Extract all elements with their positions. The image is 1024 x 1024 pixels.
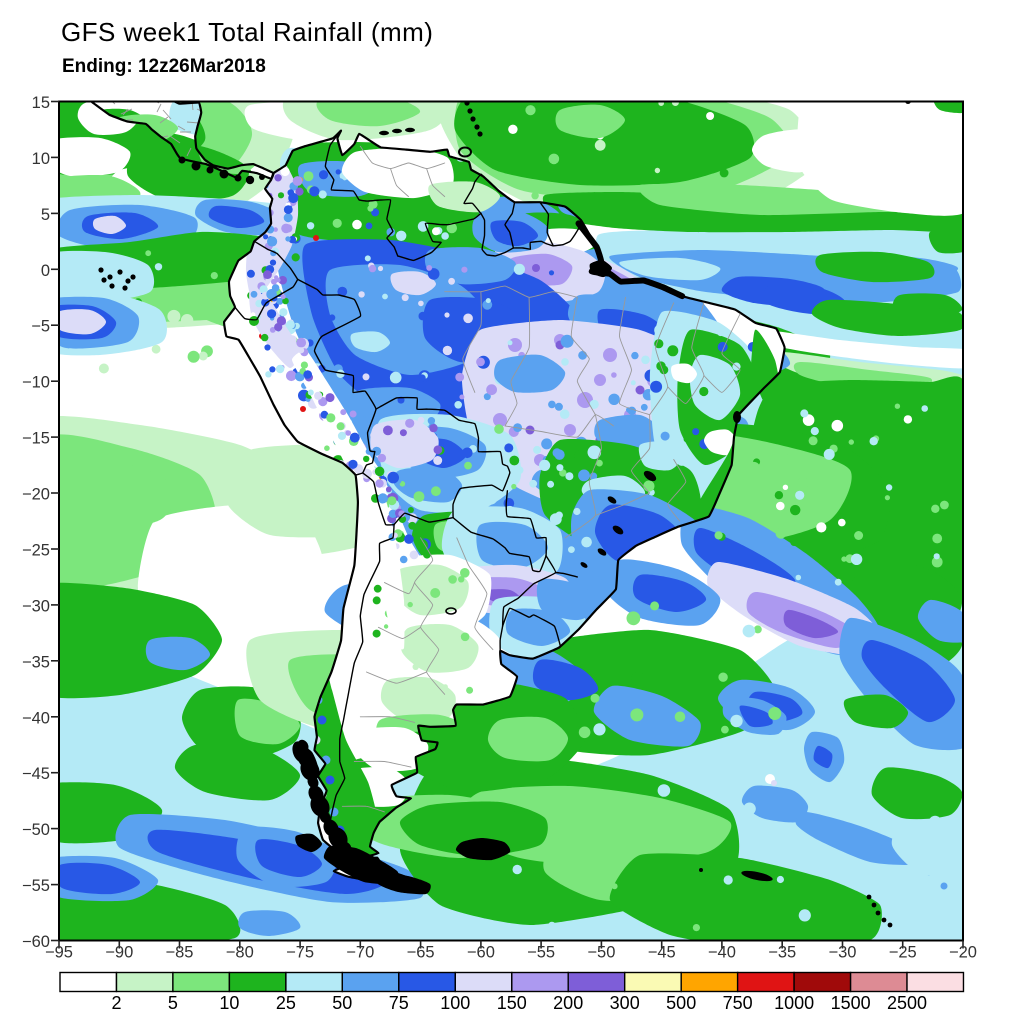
- svg-text:−10: −10: [22, 374, 50, 392]
- svg-text:2500: 2500: [887, 993, 927, 1013]
- svg-text:−75: −75: [286, 944, 314, 962]
- svg-text:−55: −55: [22, 877, 50, 895]
- svg-text:0: 0: [41, 262, 50, 280]
- svg-text:1000: 1000: [774, 993, 814, 1013]
- svg-text:−40: −40: [22, 709, 50, 727]
- svg-text:GFS week1 Total Rainfall (mm): GFS week1 Total Rainfall (mm): [61, 17, 433, 47]
- svg-text:−5: −5: [31, 318, 50, 336]
- svg-text:25: 25: [276, 993, 296, 1013]
- svg-text:−85: −85: [166, 944, 194, 962]
- svg-text:150: 150: [497, 993, 527, 1013]
- svg-text:5: 5: [41, 206, 50, 224]
- svg-text:−25: −25: [889, 944, 917, 962]
- svg-text:10: 10: [219, 993, 239, 1013]
- svg-text:200: 200: [553, 993, 583, 1013]
- svg-text:−90: −90: [105, 944, 133, 962]
- svg-text:−70: −70: [346, 944, 374, 962]
- svg-text:−50: −50: [587, 944, 615, 962]
- svg-text:300: 300: [610, 993, 640, 1013]
- svg-text:−80: −80: [226, 944, 254, 962]
- svg-text:−15: −15: [22, 430, 50, 448]
- svg-text:−35: −35: [22, 653, 50, 671]
- svg-text:−50: −50: [22, 821, 50, 839]
- svg-text:−35: −35: [768, 944, 796, 962]
- svg-text:100: 100: [440, 993, 470, 1013]
- svg-text:5: 5: [168, 993, 178, 1013]
- svg-text:−65: −65: [407, 944, 435, 962]
- svg-text:−60: −60: [467, 944, 495, 962]
- svg-text:Ending: 12z26Mar2018: Ending: 12z26Mar2018: [62, 56, 266, 77]
- svg-text:−20: −20: [22, 486, 50, 504]
- svg-text:50: 50: [332, 993, 352, 1013]
- svg-text:−30: −30: [22, 597, 50, 615]
- svg-text:2: 2: [111, 993, 121, 1013]
- svg-text:−95: −95: [45, 944, 73, 962]
- svg-text:−55: −55: [527, 944, 555, 962]
- svg-text:−45: −45: [648, 944, 676, 962]
- svg-text:−25: −25: [22, 542, 50, 560]
- svg-text:1500: 1500: [831, 993, 871, 1013]
- svg-text:−45: −45: [22, 765, 50, 783]
- svg-text:−30: −30: [829, 944, 857, 962]
- svg-text:750: 750: [723, 993, 753, 1013]
- svg-text:−20: −20: [949, 944, 977, 962]
- svg-text:15: 15: [32, 94, 50, 112]
- svg-text:500: 500: [666, 993, 696, 1013]
- svg-text:10: 10: [32, 150, 50, 168]
- svg-text:−40: −40: [708, 944, 736, 962]
- svg-text:−60: −60: [22, 933, 50, 951]
- svg-text:75: 75: [389, 993, 409, 1013]
